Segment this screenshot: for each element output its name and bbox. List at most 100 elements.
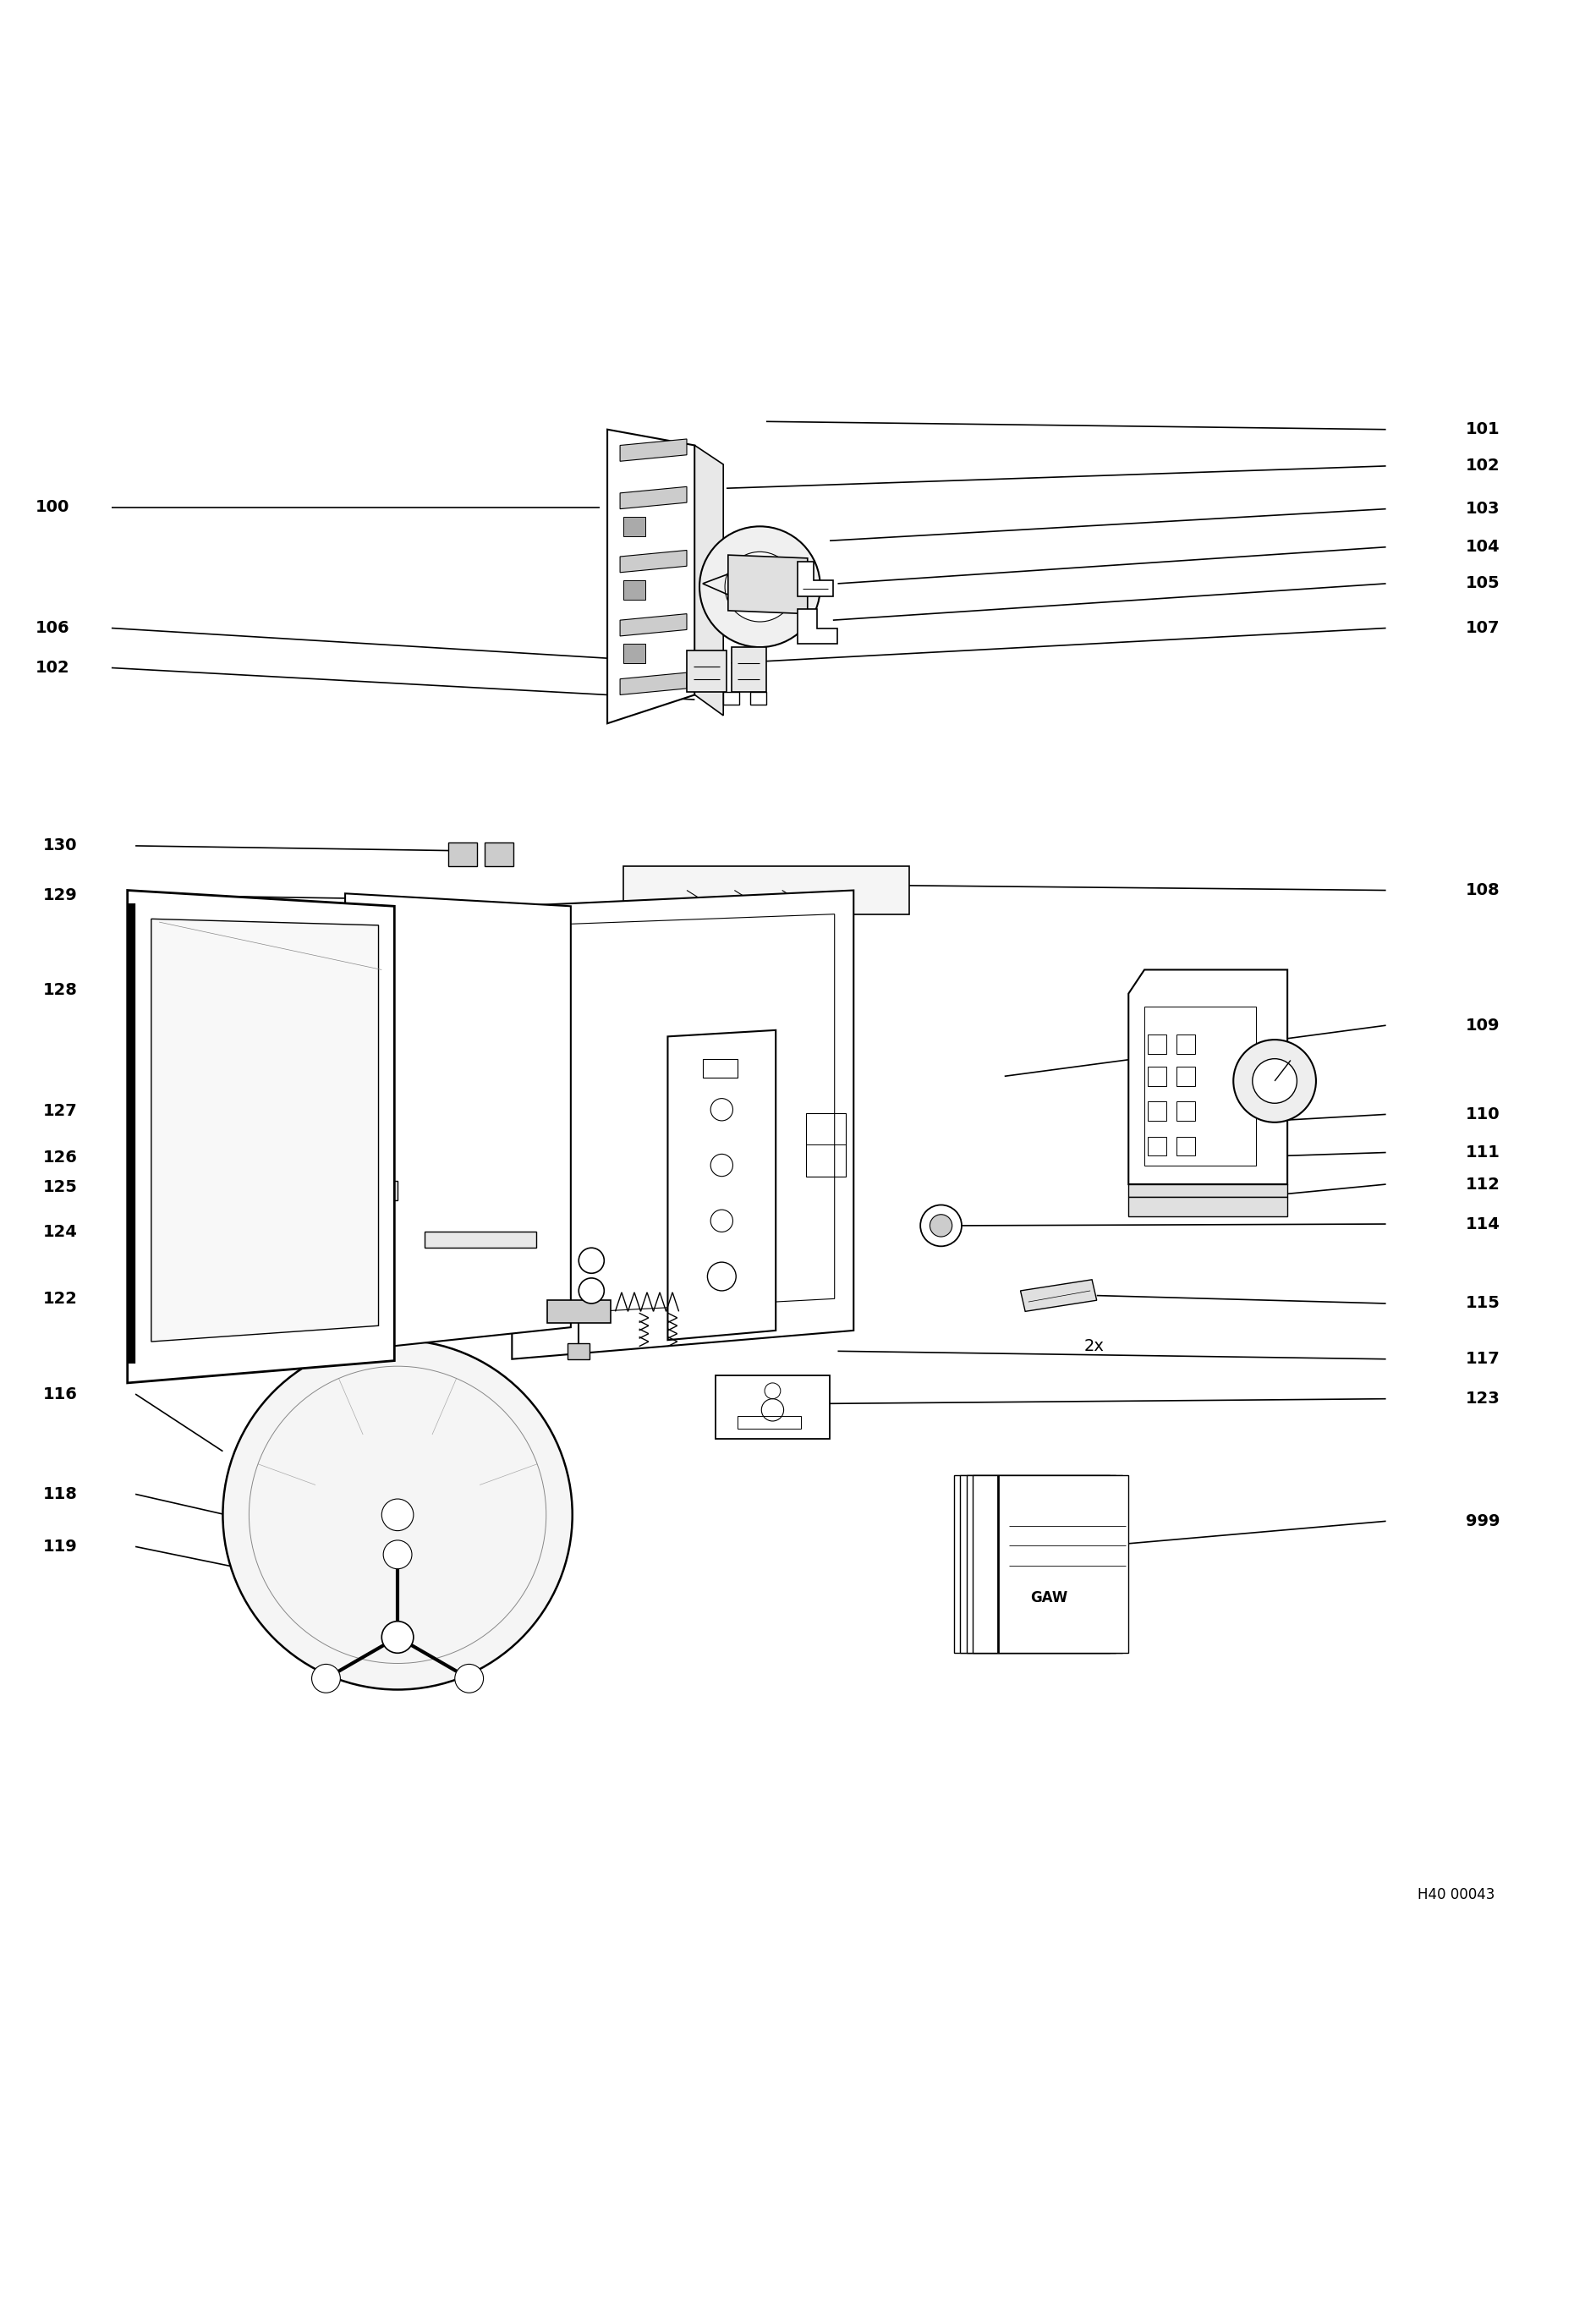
Text: 129: 129 [43,887,78,904]
Text: 126: 126 [43,1150,78,1166]
Bar [1176,1136,1195,1155]
Polygon shape [694,445,723,715]
Polygon shape [619,613,686,636]
Text: 108: 108 [1465,883,1500,899]
Bar [702,1058,737,1079]
Circle shape [579,1277,605,1302]
Bar [544,1113,563,1129]
Polygon shape [1128,970,1288,1185]
Polygon shape [728,556,808,613]
Bar [1176,1035,1195,1053]
Polygon shape [425,1231,536,1247]
Bar [622,643,645,664]
Polygon shape [448,844,477,867]
Polygon shape [608,429,694,724]
Polygon shape [485,844,514,867]
Text: 112: 112 [1465,1176,1500,1192]
Text: 107: 107 [1465,620,1500,636]
Polygon shape [667,1030,776,1339]
Circle shape [381,1620,413,1653]
Text: 109: 109 [1465,1017,1500,1033]
Circle shape [579,1247,605,1272]
Polygon shape [1020,1279,1096,1312]
Text: 999: 999 [1465,1512,1500,1528]
Text: 127: 127 [43,1104,78,1120]
Text: 104: 104 [1465,539,1500,556]
Text: 102: 102 [1465,459,1500,475]
Circle shape [455,1664,484,1692]
Text: 100: 100 [35,500,70,516]
Bar [1148,1067,1167,1086]
Text: 110: 110 [1465,1106,1500,1123]
Polygon shape [954,1475,1109,1653]
Circle shape [381,1498,413,1531]
Bar [544,1263,563,1279]
Polygon shape [715,1376,830,1438]
Bar [1148,1136,1167,1155]
Bar [1176,1067,1195,1086]
Polygon shape [798,609,838,643]
Polygon shape [1128,1185,1288,1196]
Bar [1148,1102,1167,1120]
Text: 101: 101 [1465,422,1500,438]
Polygon shape [619,551,686,572]
Text: 2x: 2x [1084,1339,1104,1355]
Text: 105: 105 [1465,576,1500,592]
Polygon shape [723,692,739,705]
Bar [737,1415,801,1429]
Circle shape [311,1664,340,1692]
Circle shape [725,551,795,622]
Polygon shape [239,1180,397,1201]
Polygon shape [622,867,910,915]
Bar [484,1102,500,1113]
Text: 128: 128 [43,982,78,998]
Bar [806,1113,846,1176]
Text: H40 00043: H40 00043 [1417,1888,1495,1902]
Bar [1144,1007,1256,1166]
Polygon shape [686,650,726,692]
Bar [544,1033,563,1049]
Polygon shape [619,486,686,509]
Polygon shape [1128,1196,1288,1217]
Circle shape [1234,1040,1317,1123]
Text: 119: 119 [43,1537,78,1554]
Bar [622,516,645,537]
Polygon shape [512,890,854,1360]
Text: 111: 111 [1465,1146,1500,1159]
Text: 114: 114 [1465,1217,1500,1233]
Polygon shape [345,894,571,1351]
Circle shape [1253,1058,1298,1104]
Circle shape [921,1206,962,1247]
Text: 116: 116 [43,1385,78,1401]
Polygon shape [967,1475,1122,1653]
Bar [544,1192,563,1208]
Text: 123: 123 [1465,1390,1500,1406]
Bar [622,581,645,599]
Polygon shape [731,648,766,691]
Polygon shape [750,692,766,705]
Bar [1176,1102,1195,1120]
Text: 103: 103 [1465,500,1500,516]
Text: 102: 102 [35,659,70,675]
Polygon shape [798,562,833,597]
Text: 124: 124 [43,1224,78,1240]
Bar [568,1344,591,1360]
Polygon shape [619,438,686,461]
Circle shape [699,526,820,648]
Text: 117: 117 [1465,1351,1500,1367]
Text: 118: 118 [43,1487,78,1503]
Text: 122: 122 [43,1291,78,1307]
Circle shape [383,1540,412,1570]
Polygon shape [961,1475,1116,1653]
Bar [484,1162,519,1192]
Text: GAW: GAW [1031,1590,1068,1604]
Polygon shape [152,920,378,1342]
Bar [544,954,563,970]
Polygon shape [619,673,686,694]
Bar [1148,1035,1167,1053]
Circle shape [930,1215,953,1238]
Text: 115: 115 [1465,1295,1500,1312]
Polygon shape [547,1300,611,1323]
Bar [477,1074,522,1152]
Bar [484,1127,500,1139]
